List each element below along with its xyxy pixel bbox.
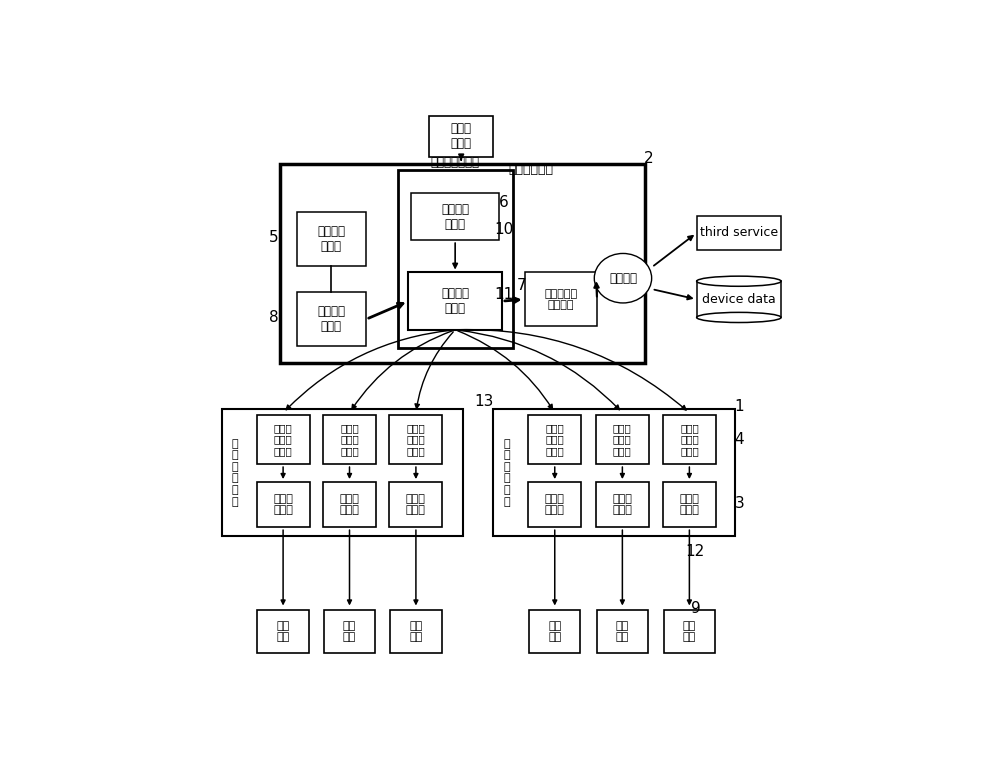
Text: device data: device data bbox=[702, 293, 776, 306]
Bar bbox=[596, 482, 649, 527]
Text: 设备协
议解析
子模块: 设备协 议解析 子模块 bbox=[680, 423, 699, 456]
Text: 长链接
连接器: 长链接 连接器 bbox=[340, 494, 359, 515]
Text: 连接管理
子模块: 连接管理 子模块 bbox=[441, 287, 469, 315]
Bar bbox=[529, 610, 580, 653]
Text: 终端
设备: 终端 设备 bbox=[409, 621, 423, 642]
Text: 长链接
连接器: 长链接 连接器 bbox=[273, 494, 293, 515]
Text: 长链接
连接器: 长链接 连接器 bbox=[406, 494, 426, 515]
Text: 设备控
制系统: 设备控 制系统 bbox=[451, 122, 472, 151]
Text: 10: 10 bbox=[494, 223, 513, 238]
Bar bbox=[323, 415, 376, 464]
Text: 设备协
议解析
子模块: 设备协 议解析 子模块 bbox=[340, 423, 359, 456]
Bar bbox=[324, 610, 375, 653]
Bar bbox=[697, 216, 781, 249]
Bar bbox=[257, 415, 310, 464]
Text: 长链接
连接器: 长链接 连接器 bbox=[545, 494, 565, 515]
Text: 设备激活
子模块: 设备激活 子模块 bbox=[317, 305, 345, 333]
FancyArrowPatch shape bbox=[458, 331, 552, 409]
Text: 4: 4 bbox=[735, 432, 744, 447]
Text: 设备协
议解析
子模块: 设备协 议解析 子模块 bbox=[274, 423, 292, 456]
FancyArrowPatch shape bbox=[286, 330, 452, 410]
Text: 6: 6 bbox=[499, 195, 508, 210]
Text: 长链接
连接器: 长链接 连接器 bbox=[679, 494, 699, 515]
FancyArrowPatch shape bbox=[458, 330, 619, 410]
Bar bbox=[664, 610, 715, 653]
Text: 链
接
协
议
网
关: 链 接 协 议 网 关 bbox=[231, 438, 238, 506]
Text: 链接管理网关: 链接管理网关 bbox=[508, 163, 553, 176]
Text: 终端
设备: 终端 设备 bbox=[276, 621, 290, 642]
Ellipse shape bbox=[697, 276, 781, 286]
Bar bbox=[257, 610, 309, 653]
Text: 12: 12 bbox=[686, 544, 705, 559]
Bar bbox=[528, 482, 581, 527]
Text: 数据队列: 数据队列 bbox=[609, 272, 637, 285]
Bar bbox=[280, 164, 645, 363]
Text: 终端
设备: 终端 设备 bbox=[683, 621, 696, 642]
Text: 设备链接管理器: 设备链接管理器 bbox=[431, 156, 480, 169]
Text: 终端
设备: 终端 设备 bbox=[343, 621, 356, 642]
Text: 2: 2 bbox=[644, 151, 654, 166]
Bar bbox=[297, 292, 366, 347]
Bar bbox=[389, 415, 442, 464]
Text: 设备协
议解析
子模块: 设备协 议解析 子模块 bbox=[407, 423, 425, 456]
Bar bbox=[411, 193, 499, 240]
Bar bbox=[257, 482, 310, 527]
Bar bbox=[597, 610, 648, 653]
Text: 13: 13 bbox=[474, 394, 493, 409]
Text: 1: 1 bbox=[735, 399, 744, 414]
Bar bbox=[697, 281, 781, 318]
Text: 设备鉴权
子模块: 设备鉴权 子模块 bbox=[317, 225, 345, 253]
Text: 设备数据分
发子模块: 设备数据分 发子模块 bbox=[544, 289, 577, 310]
Ellipse shape bbox=[594, 253, 652, 303]
Text: 5: 5 bbox=[269, 230, 279, 245]
Bar bbox=[663, 482, 716, 527]
Text: 9: 9 bbox=[691, 601, 700, 616]
Text: 链
接
协
议
网
关: 链 接 协 议 网 关 bbox=[503, 438, 510, 506]
Text: 7: 7 bbox=[517, 278, 526, 293]
FancyArrowPatch shape bbox=[415, 332, 453, 408]
Bar bbox=[389, 482, 442, 527]
Bar bbox=[525, 272, 597, 326]
Text: third service: third service bbox=[700, 227, 778, 239]
Bar bbox=[493, 409, 735, 536]
Ellipse shape bbox=[697, 312, 781, 322]
Bar bbox=[390, 610, 442, 653]
Bar bbox=[408, 273, 502, 330]
Bar bbox=[596, 415, 649, 464]
Text: 3: 3 bbox=[735, 495, 744, 511]
Text: 终端
设备: 终端 设备 bbox=[548, 621, 561, 642]
Bar bbox=[323, 482, 376, 527]
Bar bbox=[429, 116, 493, 157]
Text: 8: 8 bbox=[269, 310, 279, 325]
Text: 11: 11 bbox=[494, 287, 513, 302]
Text: 终端
设备: 终端 设备 bbox=[616, 621, 629, 642]
Bar bbox=[297, 212, 366, 266]
Text: 长链接
连接器: 长链接 连接器 bbox=[612, 494, 632, 515]
Text: 设备协
议解析
子模块: 设备协 议解析 子模块 bbox=[613, 423, 632, 456]
Bar bbox=[398, 169, 512, 347]
FancyArrowPatch shape bbox=[458, 329, 686, 410]
FancyArrowPatch shape bbox=[352, 331, 453, 409]
Text: 连接查看
子模块: 连接查看 子模块 bbox=[441, 202, 469, 230]
Bar bbox=[663, 415, 716, 464]
Bar bbox=[528, 415, 581, 464]
Bar bbox=[222, 409, 463, 536]
Text: 设备协
议解析
子模块: 设备协 议解析 子模块 bbox=[545, 423, 564, 456]
